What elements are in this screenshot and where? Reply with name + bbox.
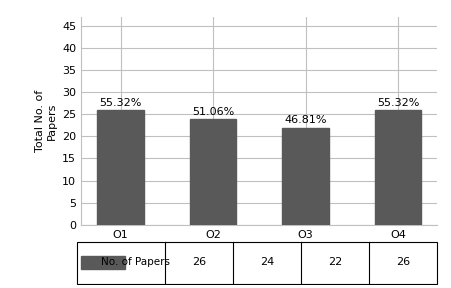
Bar — [81, 256, 125, 268]
Text: 24: 24 — [260, 257, 274, 267]
Bar — [375, 110, 421, 225]
Text: No. of Papers: No. of Papers — [101, 257, 170, 267]
Text: 22: 22 — [328, 257, 342, 267]
Text: 26: 26 — [192, 257, 206, 267]
Text: 55.32%: 55.32% — [99, 98, 142, 108]
Text: 51.06%: 51.06% — [192, 107, 234, 117]
Bar — [97, 110, 144, 225]
Bar — [282, 128, 329, 225]
Text: 46.81%: 46.81% — [284, 115, 327, 125]
Bar — [77, 242, 437, 284]
Text: 26: 26 — [396, 257, 410, 267]
Bar — [190, 119, 236, 225]
Y-axis label: Total No. of
Papers: Total No. of Papers — [35, 90, 57, 152]
Text: 55.32%: 55.32% — [377, 98, 419, 108]
